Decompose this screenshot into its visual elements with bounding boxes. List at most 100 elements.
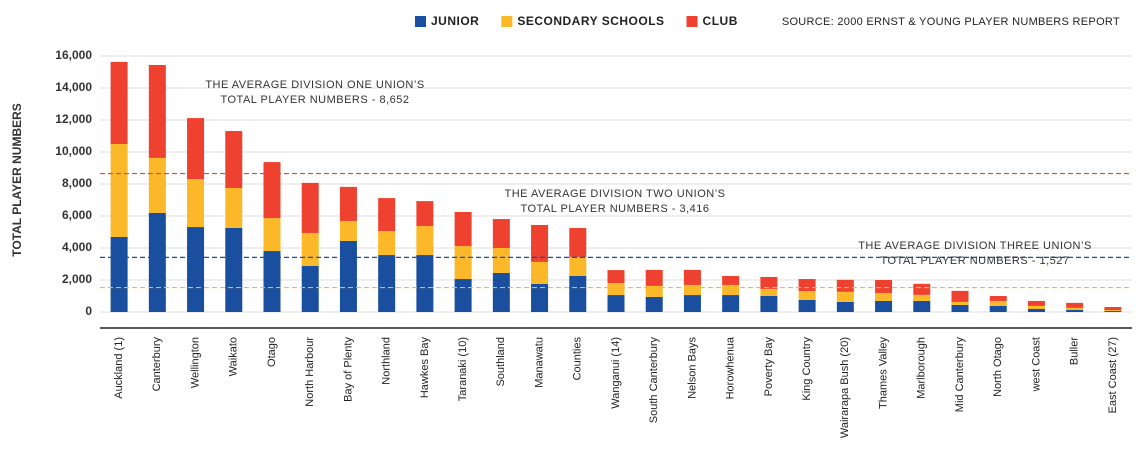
y-axis-label: TOTAL PLAYER NUMBERS	[10, 103, 24, 257]
x-tick-label: Marlborough	[916, 337, 928, 399]
bar-segment	[645, 285, 663, 297]
bar-segment	[645, 269, 663, 286]
bar-segment	[378, 198, 396, 232]
annotation: TOTAL PLAYER NUMBERS - 3,416	[520, 203, 709, 215]
bar-segment	[416, 255, 434, 312]
y-tick-label: 6,000	[62, 208, 92, 222]
x-tick-label: Waikato	[228, 337, 240, 376]
x-tick-label: Northland	[381, 337, 393, 385]
x-tick-label: Poverty Bay	[763, 337, 775, 397]
bar-segment	[110, 236, 128, 312]
y-tick-label: 16,000	[55, 48, 92, 62]
bar-segment	[492, 272, 510, 312]
bar-segment	[378, 255, 396, 312]
bar-segment	[607, 295, 625, 312]
bar-segment	[339, 240, 357, 312]
x-tick-label: Wanganui (14)	[610, 337, 622, 409]
bar-segment	[187, 118, 205, 180]
bar-segment	[989, 300, 1007, 306]
x-tick-label: North Harbour	[304, 337, 316, 407]
x-tick-label: west Coast	[1030, 337, 1042, 392]
legend-swatch	[415, 16, 426, 27]
bar-segment	[989, 305, 1007, 312]
y-tick-label: 12,000	[55, 112, 92, 126]
bar-segment	[722, 295, 740, 312]
bar-segment	[492, 219, 510, 248]
bar-segment	[1066, 302, 1084, 308]
bar-segment	[148, 64, 166, 158]
x-tick-label: Thames Valley	[877, 337, 889, 409]
bar-segment	[569, 276, 587, 312]
legend-swatch	[501, 16, 513, 27]
bar-segment	[1066, 309, 1084, 312]
bar-segment	[263, 251, 281, 312]
bar-segment	[760, 296, 778, 312]
bar-segment	[951, 301, 969, 305]
bar-segment	[760, 276, 778, 289]
x-tick-label: Taranaki (10)	[457, 337, 469, 401]
bar-segment	[301, 232, 319, 266]
bar-segment	[225, 188, 243, 228]
x-tick-label: Mid Canterbury	[954, 337, 966, 413]
x-tick-label: Nelson Bays	[686, 337, 698, 399]
bar-segment	[1027, 308, 1045, 312]
x-tick-label: King Country	[801, 337, 813, 401]
bar-segment	[492, 248, 510, 273]
bar-segment	[339, 186, 357, 221]
bar-segment	[1027, 300, 1045, 306]
bar-segment	[798, 279, 816, 292]
bar-segment	[607, 270, 625, 284]
bar-segment	[301, 182, 319, 233]
bar-segment	[301, 265, 319, 312]
annotation: THE AVERAGE DIVISION TWO UNION’S	[505, 188, 726, 200]
x-tick-label: Manawatu	[533, 337, 545, 388]
x-tick-label: Horowhenua	[725, 336, 737, 399]
bar-segment	[760, 288, 778, 296]
bar-segment	[836, 279, 854, 292]
legend-swatch	[686, 16, 698, 27]
annotation: TOTAL PLAYER NUMBERS - 8,652	[220, 94, 409, 106]
bar-segment	[1066, 307, 1084, 310]
bar-segment	[875, 300, 893, 312]
annotation: THE AVERAGE DIVISION THREE UNION’S	[858, 240, 1092, 252]
x-tick-label: Auckland (1)	[113, 337, 125, 399]
annotation: TOTAL PLAYER NUMBERS - 1,527	[880, 255, 1069, 267]
bar-segment	[722, 284, 740, 296]
bar-segment	[722, 276, 740, 285]
bar-segment	[110, 144, 128, 237]
bar-segment	[263, 162, 281, 219]
bar-segment	[225, 228, 243, 312]
bar-segment	[951, 290, 969, 302]
bar-segment	[454, 246, 472, 280]
bar-segment	[187, 179, 205, 228]
x-tick-label: Canterbury	[151, 337, 163, 392]
bar-segment	[148, 212, 166, 312]
bar-segment	[454, 212, 472, 247]
legend-label: CLUB	[703, 14, 738, 28]
bar-segment	[531, 224, 549, 262]
bar-segment	[607, 283, 625, 296]
bar-segment	[569, 228, 587, 257]
x-tick-label: Buller	[1069, 337, 1081, 365]
bar-segment	[683, 269, 701, 285]
x-tick-label: Wellington	[189, 337, 201, 388]
bar-segment	[1027, 305, 1045, 309]
x-tick-label: Wairarapa Bush (20)	[839, 337, 851, 438]
bar-segment	[531, 284, 549, 312]
x-tick-label: North Otago	[992, 337, 1004, 397]
bar-segment	[913, 294, 931, 301]
bar-segment	[989, 296, 1007, 301]
bar-segment	[569, 256, 587, 276]
x-tick-label: Counties	[572, 337, 584, 381]
bar-segment	[875, 280, 893, 293]
bar-segment	[875, 292, 893, 301]
bar-segment	[798, 291, 816, 300]
legend-label: JUNIOR	[431, 14, 479, 28]
bar-segment	[951, 304, 969, 312]
y-tick-label: 10,000	[55, 144, 92, 158]
bar-segment	[1104, 307, 1122, 311]
bar-segment	[836, 301, 854, 312]
bar-segment	[645, 296, 663, 312]
bar-segment	[416, 201, 434, 227]
bar-segment	[913, 283, 931, 295]
